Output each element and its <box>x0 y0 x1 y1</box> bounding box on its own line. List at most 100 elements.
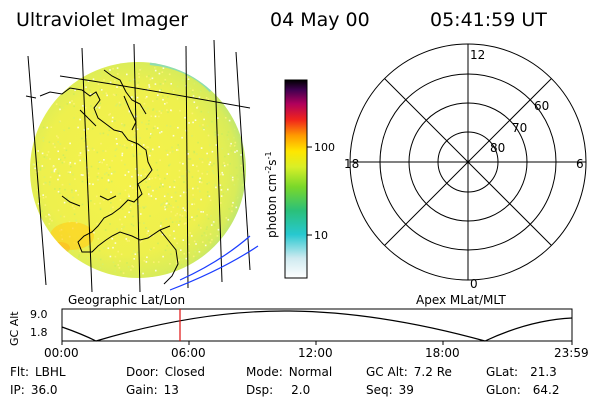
noise-pixel <box>109 113 111 115</box>
noise-pixel <box>240 154 242 156</box>
noise-pixel <box>206 183 208 185</box>
noise-pixel <box>166 206 169 208</box>
noise-pixel <box>151 197 153 200</box>
noise-pixel <box>160 204 162 207</box>
noise-pixel <box>170 196 173 198</box>
noise-pixel <box>188 243 190 246</box>
svg-text:Mode:Normal: Mode: Normal <box>246 365 332 379</box>
noise-pixel <box>175 262 178 264</box>
noise-pixel <box>110 202 112 204</box>
noise-pixel <box>200 179 203 182</box>
noise-pixel <box>128 240 130 242</box>
noise-pixel <box>129 80 132 82</box>
noise-pixel <box>233 136 235 139</box>
noise-pixel <box>99 258 102 261</box>
noise-pixel <box>123 226 125 228</box>
noise-pixel <box>177 149 179 151</box>
noise-pixel <box>67 171 70 173</box>
noise-pixel <box>71 191 73 193</box>
dsp-value: 2.0 <box>291 383 310 397</box>
noise-pixel <box>229 145 232 147</box>
noise-pixel <box>145 181 147 183</box>
noise-pixel <box>72 250 74 252</box>
noise-pixel <box>108 129 111 132</box>
noise-pixel <box>193 101 196 103</box>
noise-pixel <box>79 152 82 154</box>
noise-pixel <box>234 146 237 148</box>
noise-pixel <box>170 204 172 207</box>
mlt-label-12: 12 <box>470 48 485 62</box>
noise-pixel <box>159 159 161 162</box>
noise-pixel <box>121 145 124 148</box>
noise-pixel <box>124 133 126 136</box>
noise-pixel <box>127 266 130 268</box>
noise-pixel <box>161 233 164 236</box>
noise-pixel <box>167 193 169 195</box>
noise-pixel <box>214 134 217 136</box>
noise-pixel <box>142 176 145 179</box>
noise-pixel <box>58 158 60 160</box>
time-tick-0600: 06:00 <box>171 346 206 360</box>
noise-pixel <box>159 186 161 188</box>
noise-pixel <box>71 189 73 192</box>
noise-pixel <box>137 178 139 181</box>
noise-pixel <box>199 177 201 180</box>
noise-pixel <box>211 238 213 241</box>
noise-pixel <box>116 73 119 75</box>
noise-pixel <box>33 151 36 154</box>
noise-pixel <box>87 172 89 175</box>
noise-pixel <box>37 161 40 164</box>
noise-pixel <box>201 234 203 237</box>
noise-pixel <box>188 252 190 254</box>
noise-pixel <box>184 209 186 212</box>
noise-pixel <box>227 188 229 191</box>
noise-pixel <box>88 183 91 185</box>
noise-pixel <box>201 158 204 160</box>
noise-pixel <box>176 242 178 245</box>
noise-pixel <box>92 78 95 80</box>
noise-pixel <box>146 256 148 259</box>
noise-pixel <box>98 249 101 252</box>
flt-value: LBHL <box>35 365 66 379</box>
noise-pixel <box>173 237 176 240</box>
noise-pixel <box>57 136 59 139</box>
noise-pixel <box>74 89 76 91</box>
noise-pixel <box>167 111 169 113</box>
noise-pixel <box>160 222 162 224</box>
noise-pixel <box>81 180 84 183</box>
noise-pixel <box>152 234 154 237</box>
noise-pixel <box>128 211 130 214</box>
noise-pixel <box>171 146 173 149</box>
noise-pixel <box>188 150 190 152</box>
noise-pixel <box>107 134 109 136</box>
noise-pixel <box>178 224 180 226</box>
noise-pixel <box>71 100 73 102</box>
noise-pixel <box>42 126 45 129</box>
noise-pixel <box>193 82 196 85</box>
noise-pixel <box>147 107 149 110</box>
noise-pixel <box>88 89 91 91</box>
noise-pixel <box>144 173 147 175</box>
noise-pixel <box>147 260 150 263</box>
noise-pixel <box>72 173 74 176</box>
noise-pixel <box>240 164 242 167</box>
mlt-label-0: 0 <box>470 277 478 291</box>
noise-pixel <box>70 165 72 168</box>
instrument-title: Ultraviolet Imager <box>16 9 188 31</box>
noise-pixel <box>121 152 124 155</box>
glon-label: GLon: <box>486 383 521 397</box>
noise-pixel <box>193 198 195 200</box>
noise-pixel <box>179 258 181 260</box>
noise-pixel <box>177 126 179 129</box>
noise-pixel <box>166 200 168 202</box>
noise-pixel <box>156 127 159 129</box>
noise-pixel <box>200 110 203 113</box>
noise-pixel <box>160 182 162 185</box>
noise-pixel <box>121 122 123 125</box>
noise-pixel <box>169 234 171 237</box>
noise-pixel <box>59 215 62 218</box>
noise-pixel <box>140 68 143 70</box>
noise-pixel <box>57 150 59 153</box>
noise-pixel <box>176 85 179 88</box>
noise-pixel <box>143 107 145 109</box>
